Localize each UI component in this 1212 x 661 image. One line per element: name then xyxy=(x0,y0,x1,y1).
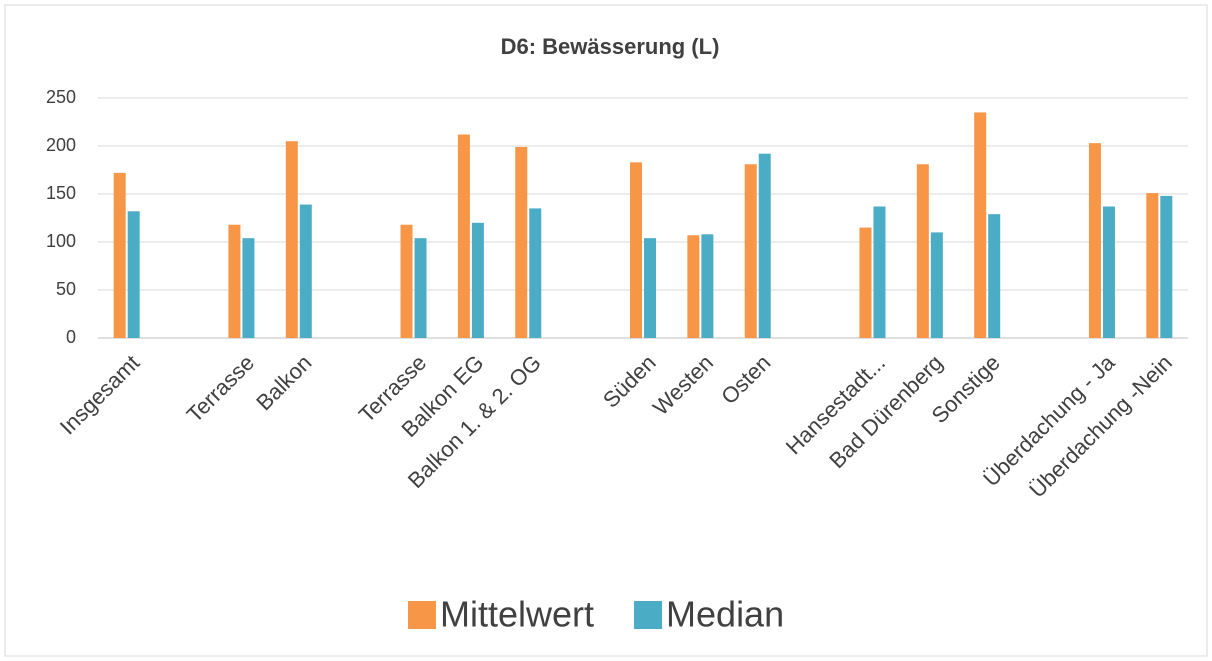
chart-border xyxy=(4,4,1208,657)
bar xyxy=(515,146,528,338)
bar xyxy=(916,164,929,338)
bar xyxy=(457,134,470,338)
bar xyxy=(873,206,886,338)
bar xyxy=(529,208,542,338)
bar xyxy=(471,222,484,338)
y-tick-label: 150 xyxy=(46,183,76,203)
bar xyxy=(400,224,413,338)
bar xyxy=(113,172,126,338)
legend-label: Median xyxy=(666,594,784,635)
bar xyxy=(644,238,656,338)
legend-swatch xyxy=(408,601,436,629)
bar xyxy=(1146,193,1159,338)
bar xyxy=(687,235,700,338)
y-tick-label: 200 xyxy=(46,135,76,155)
legend-swatch xyxy=(634,601,663,629)
bar xyxy=(744,164,757,338)
bar xyxy=(1102,206,1115,338)
bar xyxy=(1088,143,1101,338)
bar xyxy=(930,232,943,338)
y-tick-label: 0 xyxy=(66,327,76,347)
bar xyxy=(988,214,1001,338)
bar xyxy=(701,234,714,338)
bar xyxy=(127,211,140,338)
bar xyxy=(974,112,987,339)
bar xyxy=(285,141,298,338)
bar xyxy=(228,224,241,338)
bar xyxy=(414,238,427,338)
chart-title: D6: Bewässerung (L) xyxy=(501,34,720,59)
bar xyxy=(242,238,255,338)
bar xyxy=(630,162,642,338)
bar xyxy=(859,227,872,338)
bar xyxy=(299,204,312,338)
y-tick-label: 250 xyxy=(46,87,76,107)
y-tick-label: 100 xyxy=(46,231,76,251)
legend-label: Mittelwert xyxy=(440,594,594,635)
bar xyxy=(758,153,771,338)
bar xyxy=(1160,195,1173,338)
y-tick-label: 50 xyxy=(56,279,76,299)
